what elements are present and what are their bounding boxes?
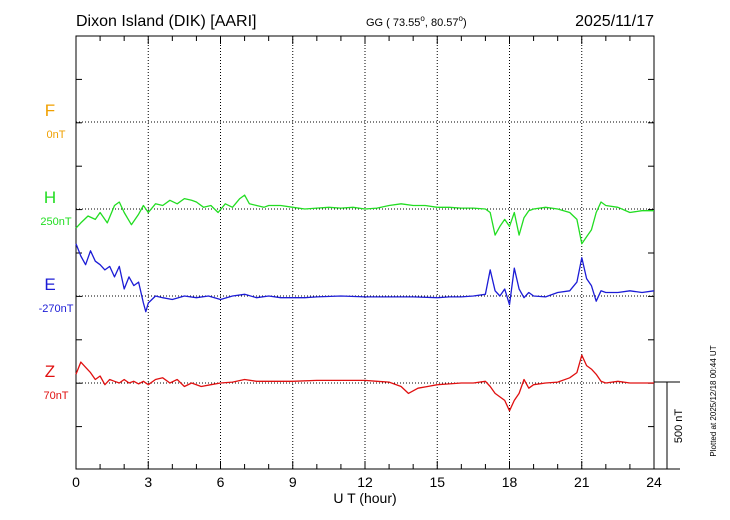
x-tick-label: 12 [357, 474, 373, 490]
station-title: Dixon Island (DIK) [AARI] [76, 13, 257, 30]
x-tick-label: 6 [217, 474, 225, 490]
x-tick-label: 18 [502, 474, 518, 490]
x-tick-label: 15 [429, 474, 445, 490]
x-tick-label: 21 [574, 474, 590, 490]
series-baseline-h: 250nT [40, 216, 71, 228]
plotted-at-note: Plotted at 2025/12/18 00:44 UT [709, 345, 718, 456]
x-tick-label: 0 [72, 474, 80, 490]
coordinates-label: GG ( 73.55o, 80.57o) [366, 14, 467, 29]
series-baseline-f: 0nT [47, 129, 66, 141]
vertical-gridlines [147, 36, 583, 469]
series-name-f: F [45, 101, 55, 120]
x-tick-label: 24 [646, 474, 662, 490]
series-name-e: E [44, 275, 55, 294]
axis-ticks [75, 35, 655, 469]
series-name-z: Z [45, 362, 55, 381]
series-line-e [75, 243, 655, 313]
series-lines [75, 194, 655, 412]
date-label: 2025/11/17 [575, 13, 654, 30]
x-axis-label: U T (hour) [333, 490, 396, 506]
series-name-h: H [44, 188, 56, 207]
series-baseline-z: 70nT [43, 390, 68, 402]
series-labels: F 0nT H 250nT E -270nT Z 70nT [39, 101, 74, 402]
x-tick-label: 3 [144, 474, 152, 490]
x-tick-labels: 0 3 6 9 12 15 18 21 24 [72, 474, 662, 490]
scale-bar-label: 500 nT [673, 409, 685, 444]
series-line-z [75, 354, 654, 412]
x-tick-label: 9 [289, 474, 297, 490]
series-baseline-e: -270nT [39, 303, 74, 315]
series-line-h [75, 194, 654, 245]
scale-bar [654, 381, 680, 470]
